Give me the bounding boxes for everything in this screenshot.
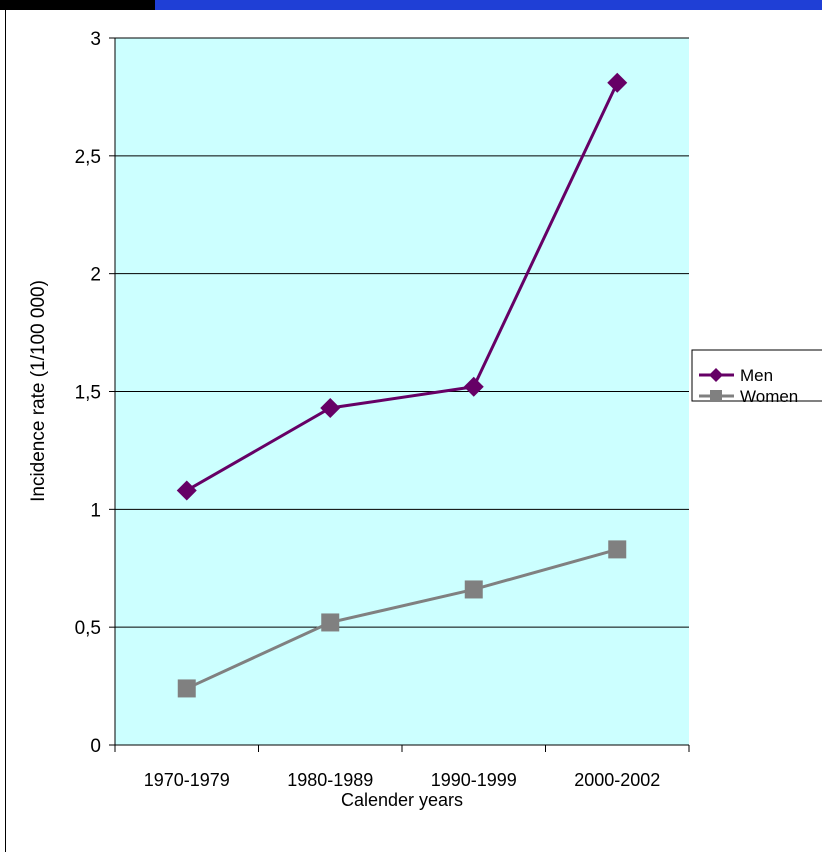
gridlines bbox=[115, 37, 689, 628]
data-point-women bbox=[321, 613, 340, 632]
series-layer bbox=[176, 72, 628, 698]
x-tick-label: 1990-1999 bbox=[431, 770, 517, 790]
x-axis: 1970-1979 1980-1989 1990-1999 2000-2002 bbox=[114, 744, 690, 790]
left-border-line bbox=[5, 10, 6, 852]
y-tick-label: 1,5 bbox=[75, 383, 101, 404]
x-axis-label: Calender years bbox=[341, 790, 463, 810]
data-point-women bbox=[464, 580, 483, 599]
y-tick-label: 1 bbox=[90, 500, 101, 521]
data-point-men bbox=[176, 480, 197, 501]
data-point-men bbox=[463, 376, 484, 397]
data-point-men bbox=[607, 72, 628, 93]
y-axis: 0 0,5 1 1,5 2 2,5 3 bbox=[75, 29, 116, 757]
legend-item-women: Women bbox=[699, 387, 798, 406]
y-tick-label: 2,5 bbox=[75, 147, 101, 168]
series-line-women bbox=[186, 547, 618, 690]
x-tick-label: 2000-2002 bbox=[574, 770, 660, 790]
legend-marker-men bbox=[709, 368, 723, 382]
y-tick-label: 0,5 bbox=[75, 618, 101, 639]
y-axis-label: Incidence rate (1/100 000) bbox=[28, 280, 49, 502]
legend-label-women: Women bbox=[740, 387, 798, 406]
series-line-men bbox=[186, 82, 619, 492]
top-window-bar-dark-segment bbox=[0, 0, 155, 10]
series-men bbox=[176, 72, 628, 501]
series-women bbox=[177, 540, 627, 698]
y-tick-label: 2 bbox=[90, 265, 101, 286]
top-window-bar bbox=[0, 0, 822, 10]
legend-marker-women bbox=[710, 390, 722, 402]
data-point-women bbox=[177, 679, 196, 698]
x-tick-label: 1970-1979 bbox=[144, 770, 230, 790]
y-tick-label: 3 bbox=[90, 29, 101, 50]
y-tick-label: 0 bbox=[90, 736, 101, 757]
legend-label-men: Men bbox=[740, 366, 773, 385]
x-tick-label: 1980-1989 bbox=[287, 770, 373, 790]
legend: Men Women bbox=[691, 349, 822, 406]
data-point-men bbox=[320, 397, 341, 418]
data-point-women bbox=[608, 540, 627, 559]
legend-item-men: Men bbox=[699, 366, 773, 385]
